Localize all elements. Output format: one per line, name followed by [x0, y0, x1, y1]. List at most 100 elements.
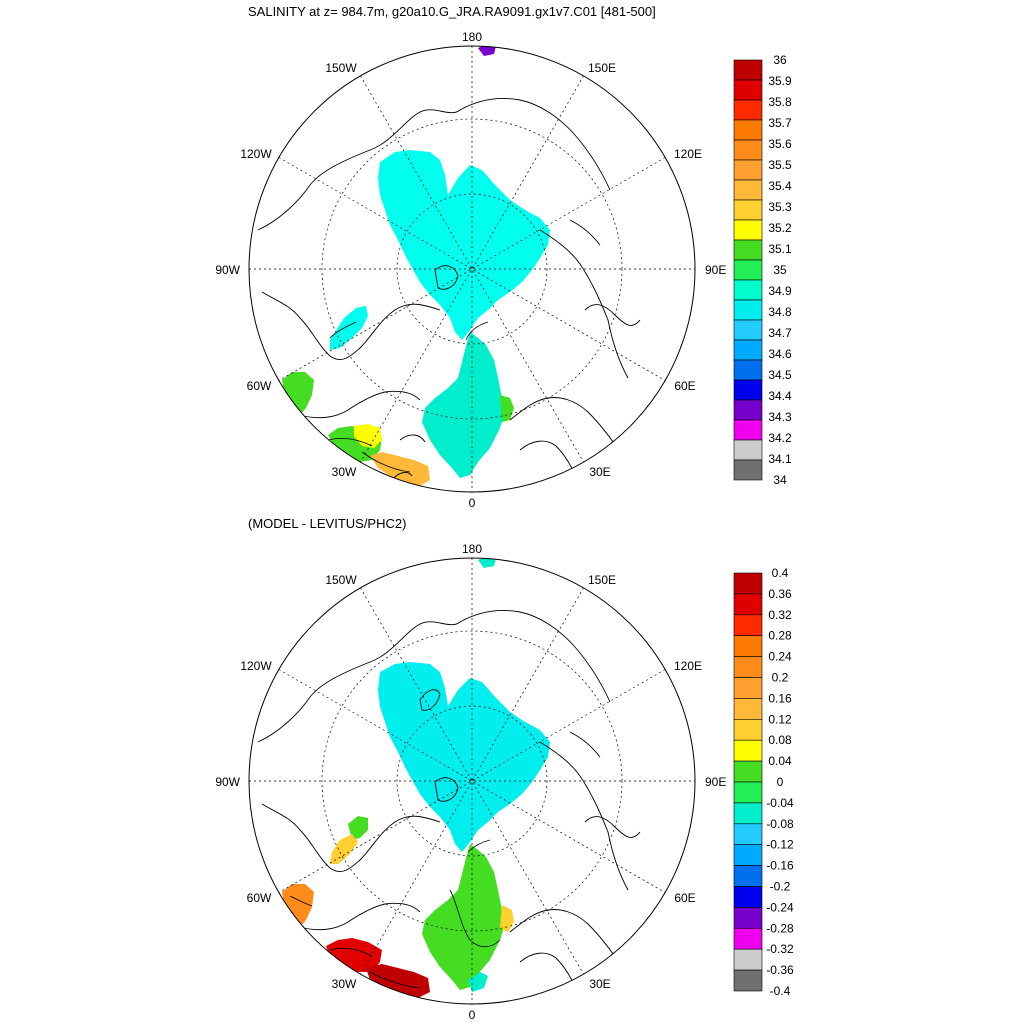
lon-label-60e: 60E: [674, 379, 695, 393]
colorbar-swatch: [733, 698, 763, 720]
difference-field-2: [282, 558, 550, 998]
colorbar-swatch: [733, 259, 763, 281]
colorbar-swatch: [733, 969, 763, 992]
colorbar-tick-label: 0.2: [772, 671, 789, 685]
colorbar-swatch: [733, 279, 763, 301]
lon-label-120e: 120E: [674, 659, 702, 673]
north-atlantic-orange-field: [370, 452, 430, 486]
colorbar-tick-label: -0.12: [766, 838, 794, 852]
lon-label-180: 180: [462, 542, 482, 556]
colorbar-tick-label: 34: [773, 473, 787, 487]
colorbar-tick-label: 34.7: [768, 326, 792, 340]
colorbar-tick-label: 36: [773, 53, 787, 67]
lon-label-150w: 150W: [325, 573, 357, 587]
colorbar-swatch: [733, 572, 763, 595]
colorbar-swatch: [733, 439, 763, 461]
colorbar-swatch: [733, 781, 763, 804]
colorbar-tick-label: -0.28: [766, 921, 794, 935]
baffin-bay-diff-yellow: [330, 834, 358, 864]
baffin-bay-field: [330, 306, 368, 350]
colorbar-tick-label: 0.4: [772, 566, 789, 580]
arctic-basin-diff-field: [378, 662, 550, 852]
nordic-seas-field: [422, 332, 505, 478]
colorbar-tick-label: 0.04: [768, 754, 792, 768]
colorbar-tick-label: 35.3: [768, 200, 792, 214]
colorbar-tick-label: 35.9: [768, 74, 792, 88]
colorbar-tick-label: -0.4: [770, 984, 791, 998]
colorbar-swatch: [733, 399, 763, 421]
colorbar-swatch: [733, 219, 763, 241]
colorbar-tick-label: 0.12: [768, 712, 792, 726]
lon-label-30w: 30W: [332, 465, 357, 479]
colorbar-tick-label: 35.4: [768, 179, 792, 193]
labrador-sea-diff-orange: [282, 884, 314, 927]
nordic-seas-diff-cyan: [468, 972, 488, 992]
colorbar-tick-label: -0.16: [766, 859, 794, 873]
colorbar-swatch: [733, 339, 763, 361]
colorbar-tick-label: 0.08: [768, 733, 792, 747]
lon-label-150e: 150E: [588, 61, 616, 75]
north-atlantic-diff-darkred: [366, 964, 430, 998]
graticule-2: [249, 558, 695, 1004]
lon-label-0: 0: [469, 1008, 476, 1022]
colorbar-tick-label: 34.3: [768, 410, 792, 424]
salinity-field-1: [282, 46, 550, 486]
colorbar-swatch: [733, 907, 763, 929]
graticule-1: [249, 46, 695, 492]
colorbar-tick-label: 35.6: [768, 137, 792, 151]
colorbar-tick-label: 0.28: [768, 629, 792, 643]
colorbar-swatch: [733, 239, 763, 261]
colorbar-swatch: [733, 823, 763, 845]
lon-label-120w: 120W: [240, 147, 272, 161]
lon-label-90e: 90E: [705, 263, 726, 277]
colorbar-tick-label: 0.16: [768, 691, 792, 705]
lon-label-30w: 30W: [332, 977, 357, 991]
barents-yellow-patch: [500, 905, 514, 932]
colorbar-swatch: [733, 459, 763, 481]
barents-green-patch: [500, 395, 514, 422]
colorbar-tick-label: 0.36: [768, 587, 792, 601]
colorbar-swatch: [733, 844, 763, 866]
lon-label-30e: 30E: [589, 977, 610, 991]
map-boundary-1: [248, 45, 696, 493]
colorbar-tick-label: 34.8: [768, 305, 792, 319]
colorbar-tick-label: -0.2: [770, 880, 791, 894]
lon-label-90w: 90W: [215, 775, 240, 789]
colorbar-swatch: [733, 59, 763, 81]
colorbar-tick-label: 0.32: [768, 608, 792, 622]
lon-label-0: 0: [469, 496, 476, 510]
colorbar-swatch: [733, 179, 763, 201]
colorbar-tick-label: -0.32: [766, 942, 794, 956]
colorbar-swatch: [733, 656, 763, 678]
colorbar-swatch: [733, 359, 763, 381]
colorbar-tick-label: -0.36: [766, 963, 794, 977]
colorbar-swatch: [733, 419, 763, 441]
colorbar-swatch: [733, 79, 763, 101]
colorbar-swatch: [733, 119, 763, 141]
colorbar-swatch: [733, 677, 763, 699]
colorbar-swatch: [733, 635, 763, 657]
colorbar-tick-label: 34.5: [768, 368, 792, 382]
colorbar-tick-label: 34.4: [768, 389, 792, 403]
lon-label-60e: 60E: [674, 891, 695, 905]
colorbar-swatch: [733, 760, 763, 783]
colorbar-tick-label: 35.2: [768, 221, 792, 235]
lon-label-30e: 30E: [589, 465, 610, 479]
colorbar-tick-label: 34.2: [768, 431, 792, 445]
lon-label-150w: 150W: [325, 61, 357, 75]
lon-label-180: 180: [462, 30, 482, 44]
colorbar-tick-label: -0.08: [766, 817, 794, 831]
colorbar-swatch: [733, 718, 763, 741]
lon-label-60w: 60W: [247, 379, 272, 393]
baffin-bay-diff-green: [348, 816, 368, 840]
colorbar-swatch: [733, 865, 763, 887]
colorbar-tick-label: 0: [777, 775, 784, 789]
labrador-sea-field: [282, 372, 314, 415]
lon-label-150e: 150E: [588, 573, 616, 587]
panel-1-title: SALINITY at z= 984.7m, g20a10.G_JRA.RA90…: [248, 4, 656, 19]
lon-label-60w: 60W: [247, 891, 272, 905]
colorbar-tick-label: 35.1: [768, 242, 792, 256]
colorbar-swatch: [733, 886, 763, 908]
colorbar-tick-label: 35.8: [768, 95, 792, 109]
